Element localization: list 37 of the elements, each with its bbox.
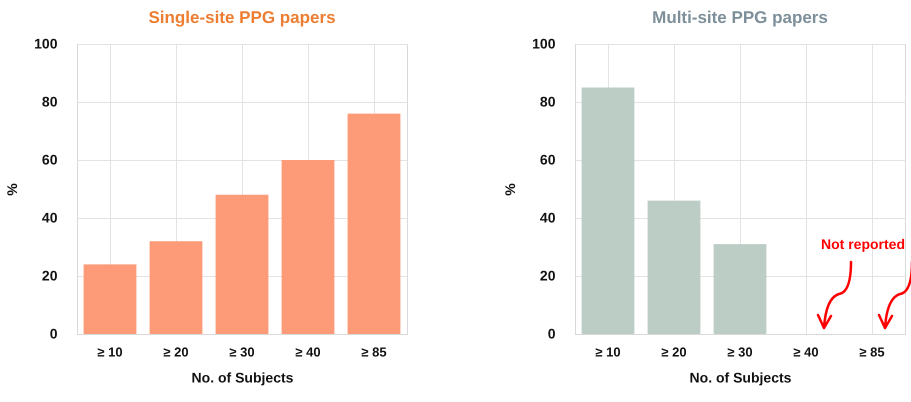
bar xyxy=(216,194,268,334)
bar xyxy=(582,88,634,334)
x-tick-label: ≥ 30 xyxy=(229,344,255,360)
y-tick-label: 0 xyxy=(50,326,58,342)
y-tick-label: 20 xyxy=(540,268,556,284)
chart-title: Single-site PPG papers xyxy=(148,8,336,27)
x-tick-label: ≥ 20 xyxy=(661,344,687,360)
x-tick-label: ≥ 40 xyxy=(295,344,321,360)
x-tick-label: ≥ 10 xyxy=(97,344,123,360)
y-tick-label: 60 xyxy=(42,152,58,168)
bar xyxy=(150,241,202,334)
bar xyxy=(282,160,334,334)
y-tick-label: 80 xyxy=(42,94,58,110)
x-tick-label: ≥ 30 xyxy=(727,344,753,360)
bar xyxy=(84,264,136,334)
x-tick-label: ≥ 85 xyxy=(859,344,885,360)
y-axis-title: % xyxy=(4,182,20,196)
bar xyxy=(348,114,400,334)
y-tick-label: 40 xyxy=(540,210,556,226)
chart-title: Multi-site PPG papers xyxy=(652,8,828,27)
x-tick-label: ≥ 10 xyxy=(595,344,621,360)
x-axis-title: No. of Subjects xyxy=(690,370,792,386)
y-tick-label: 80 xyxy=(540,94,556,110)
y-axis-title: % xyxy=(502,182,518,196)
y-tick-label: 0 xyxy=(548,326,556,342)
y-tick-label: 100 xyxy=(532,36,556,52)
bar xyxy=(648,200,700,334)
x-tick-label: ≥ 85 xyxy=(361,344,387,360)
y-tick-label: 100 xyxy=(34,36,58,52)
bar xyxy=(714,244,766,334)
y-tick-label: 60 xyxy=(540,152,556,168)
x-tick-label: ≥ 40 xyxy=(793,344,819,360)
x-axis-title: No. of Subjects xyxy=(192,370,294,386)
y-tick-label: 20 xyxy=(42,268,58,284)
y-tick-label: 40 xyxy=(42,210,58,226)
annotation: Not reported xyxy=(821,236,905,252)
x-tick-label: ≥ 20 xyxy=(163,344,189,360)
